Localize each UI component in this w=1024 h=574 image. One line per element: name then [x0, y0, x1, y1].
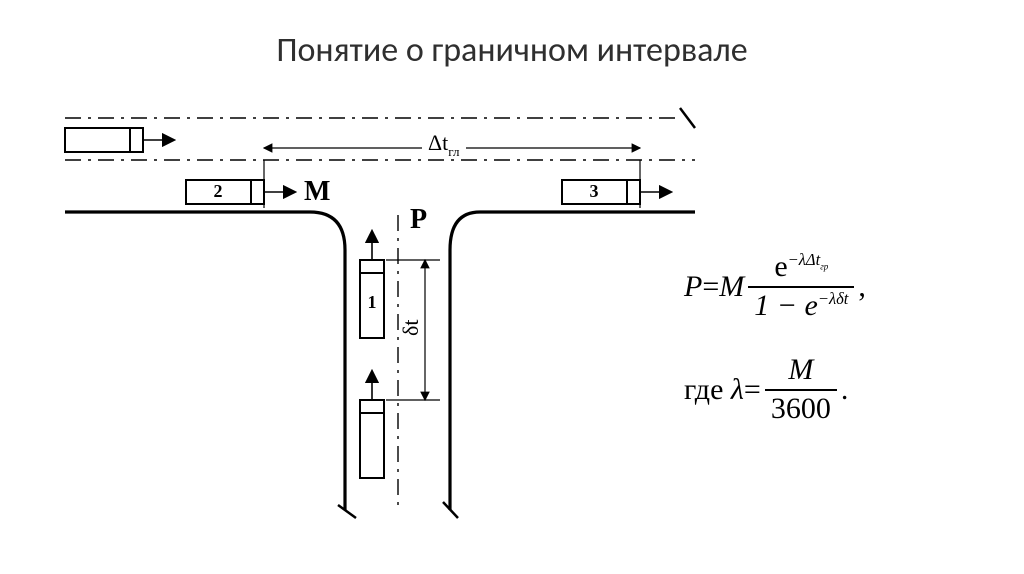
label-M: M [304, 176, 330, 207]
sym-eq1: = [702, 270, 719, 304]
vehicle-2-label: 2 [214, 181, 223, 201]
road-edge-left-curve [65, 212, 345, 510]
page-title: Понятие о граничном интервале [0, 30, 1024, 71]
vehicle-1: 1 [360, 232, 384, 338]
exp-bot: −λδt [818, 289, 849, 308]
label-delta-t: δt [398, 320, 423, 336]
sym-period: . [841, 373, 849, 407]
label-P: P [410, 204, 427, 235]
fraction-main: e−λΔtгр 1 − e−λδt [748, 250, 854, 323]
vehicle-top-left [65, 128, 173, 152]
exp-top-sub: гр [820, 261, 828, 271]
road-edge-right-curve [450, 212, 695, 510]
sym-P: P [684, 270, 702, 304]
formula-lambda: где λ = M 3600 . [684, 353, 994, 426]
t-intersection-diagram: Δtгл 2 M 3 P 1 [60, 100, 700, 530]
sym-comma: , [858, 270, 866, 304]
break-mark-top-right [680, 108, 695, 128]
where-text: где [684, 373, 723, 407]
sym-e1: e [774, 250, 787, 283]
sym-eq2: = [744, 373, 761, 407]
vehicle-3-label: 3 [590, 181, 599, 201]
exp-top: −λΔt [788, 250, 821, 269]
num-M: M [782, 353, 819, 388]
fraction-lambda: M 3600 [765, 353, 837, 426]
sym-M: M [719, 270, 744, 304]
vehicle-1-label: 1 [368, 292, 377, 312]
vehicle-3: 3 [562, 180, 670, 204]
vehicle-behind [360, 372, 384, 478]
den-one-minus: 1 − e [754, 289, 818, 322]
sym-lambda: λ [731, 373, 744, 407]
break-left-bottom [338, 505, 356, 518]
vehicle-2: 2 [186, 180, 294, 204]
formula-block: P = M e−λΔtгр 1 − e−λδt , где λ = M [684, 250, 994, 456]
formula-P: P = M e−λΔtгр 1 − e−λδt , [684, 250, 994, 323]
den-3600: 3600 [765, 392, 837, 427]
